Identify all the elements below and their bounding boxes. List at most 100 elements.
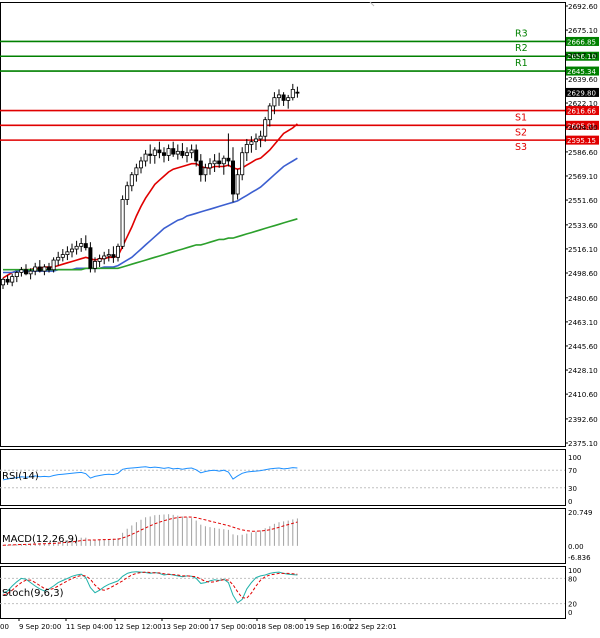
- stoch-k-line: [2, 571, 298, 604]
- candle-bear: [88, 247, 93, 269]
- candle-bull: [249, 141, 254, 145]
- level-price-tag-s1: [566, 106, 599, 116]
- candle-bull: [207, 163, 212, 169]
- candle-bull: [244, 144, 249, 154]
- candle-bull: [152, 149, 157, 156]
- candle-bull: [221, 157, 226, 165]
- candle-bull: [184, 152, 189, 156]
- level-price-tag-s3: [566, 135, 599, 145]
- candle-bull: [276, 94, 281, 99]
- level-price-tag-r3: [566, 36, 599, 46]
- last-price-label: 2629.80: [567, 89, 596, 97]
- level-name-s1: S1: [515, 113, 527, 124]
- candle-bull: [212, 160, 217, 165]
- candle-bull: [267, 105, 272, 121]
- level-price-tag-r1: [566, 66, 599, 76]
- price-tick-label: 2657.10: [568, 51, 598, 60]
- candle-bull: [175, 150, 180, 155]
- candle-bull: [116, 245, 121, 258]
- stoch-tick-label: 20: [568, 601, 577, 609]
- candle-bear: [226, 157, 231, 162]
- ma-line-1: [3, 157, 298, 274]
- candle-bull: [253, 138, 258, 143]
- candle-bull: [143, 153, 148, 162]
- candle-bull: [125, 185, 130, 200]
- candle-bear: [180, 150, 185, 156]
- macd-panel-frame: [0, 508, 566, 564]
- candle-bull: [272, 97, 277, 107]
- price-tick-label: 2569.10: [568, 172, 598, 181]
- candle-bull: [14, 272, 19, 277]
- candle-bull: [19, 269, 24, 273]
- candle-bear: [5, 278, 10, 283]
- candle-bull: [79, 243, 84, 247]
- price-tick-label: 2604.60: [568, 123, 598, 132]
- time-tick-label: 19 Sep 16:00: [305, 623, 352, 631]
- candle-bull: [0, 278, 6, 286]
- candle-bull: [134, 167, 139, 176]
- time-label-fragment: 00: [0, 623, 9, 631]
- level-name-r3: R3: [515, 28, 528, 39]
- candle-bull: [138, 160, 143, 169]
- rsi-tick-label: 30: [568, 485, 577, 493]
- price-tick-label: 2463.10: [568, 318, 598, 327]
- candle-bull: [240, 152, 245, 176]
- candle-bull: [56, 256, 61, 261]
- macd-tick-label: -6.836: [568, 554, 591, 562]
- candle-bear: [281, 94, 286, 101]
- candle-bull: [60, 254, 65, 258]
- stoch-panel-frame: [0, 566, 566, 619]
- time-tick-label: 11 Sep 04:00: [66, 623, 113, 631]
- candle-bull: [51, 259, 56, 271]
- price-tick-label: 2622.10: [568, 99, 598, 108]
- price-tick-label: 2675.10: [568, 26, 598, 35]
- time-tick-label: 13 Sep 20:00: [162, 623, 209, 631]
- price-tick-label: 2410.60: [568, 390, 598, 399]
- macd-signal-line: [2, 516, 298, 546]
- price-tick-label: 2498.60: [568, 269, 598, 278]
- candle-bear: [83, 243, 88, 249]
- candle-bull: [93, 261, 98, 269]
- candle-bear: [295, 91, 300, 94]
- rsi-tick-label: 100: [568, 454, 581, 462]
- candle-bull: [74, 245, 79, 250]
- candle-bull: [33, 266, 38, 272]
- candle-bear: [230, 160, 235, 195]
- candle-bull: [189, 149, 194, 154]
- candle-bear: [148, 153, 153, 156]
- candle-bull: [258, 135, 263, 140]
- candle-bear: [47, 266, 52, 271]
- macd-label: MACD(12,26,9): [2, 534, 78, 545]
- stoch-label: Stoch(9,6,3): [2, 588, 64, 599]
- candle-bear: [217, 160, 222, 165]
- shift-marker: [369, 1, 375, 7]
- candle-bull: [106, 254, 111, 257]
- candle-bull: [286, 97, 291, 101]
- level-price-label-r2: 2656.10: [567, 53, 596, 61]
- price-tick-label: 2692.60: [568, 2, 598, 11]
- candle-bull: [102, 255, 107, 260]
- level-name-r1: R1: [515, 58, 528, 69]
- candle-bear: [37, 266, 42, 272]
- candle-bear: [161, 152, 166, 156]
- time-tick-label: 17 Sep 00:00: [210, 623, 257, 631]
- price-tick-label: 2480.60: [568, 294, 598, 303]
- level-price-label-s1: 2616.66: [567, 108, 596, 116]
- price-tick-label: 2551.60: [568, 196, 598, 205]
- candle-bull: [97, 258, 102, 262]
- macd-tick-label: 20.749: [568, 509, 593, 517]
- stoch-tick-label: 80: [568, 575, 577, 583]
- macd-tick-label: 0.00: [568, 543, 584, 551]
- level-price-tag-r2: [566, 51, 599, 61]
- price-tick-label: 2428.10: [568, 366, 598, 375]
- rsi-panel-frame: [0, 449, 566, 506]
- time-tick-label: 12 Sep 12:00: [115, 623, 162, 631]
- price-tick-label: 2533.60: [568, 221, 598, 230]
- price-tick-label: 2375.10: [568, 439, 598, 448]
- candle-bear: [171, 148, 176, 155]
- candle-bear: [23, 269, 28, 275]
- level-price-label-r1: 2645.34: [567, 68, 596, 76]
- rsi-label: RSI(14): [2, 471, 39, 482]
